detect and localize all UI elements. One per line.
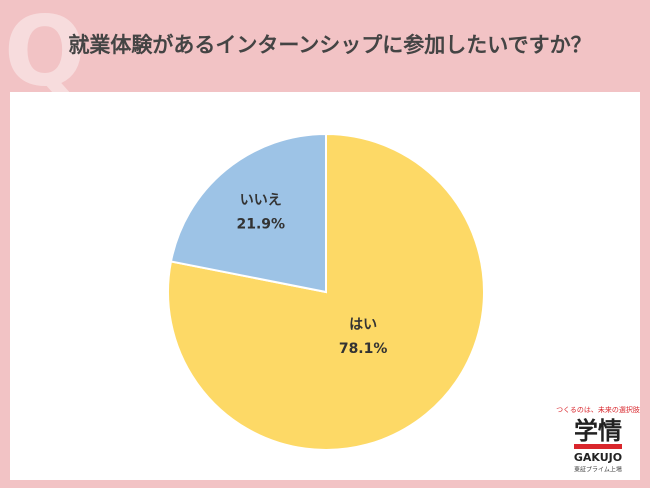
logo-bar: [574, 444, 622, 449]
logo-tagline: つくるのは、未来の選択肢: [556, 405, 640, 414]
value-label: 78.1%: [339, 341, 388, 357]
pie: はい 78.1% いいえ 21.9%: [167, 132, 485, 451]
pie-slice: [169, 132, 327, 294]
logo-brand: GAKUJO: [574, 451, 622, 464]
chart-title: 就業体験があるインターンシップに参加したいですか？: [68, 33, 591, 57]
logo: つくるのは、未来の選択肢 学情 GAKUJO 東証プライム上場: [556, 405, 640, 474]
slice-label: いいえ: [240, 193, 282, 209]
slice-label: はい: [349, 317, 377, 333]
logo-name: 学情: [574, 417, 622, 445]
badge: Q: [4, 0, 86, 107]
value-label: 21.9%: [236, 217, 285, 233]
logo-listing: 東証プライム上場: [574, 466, 622, 474]
